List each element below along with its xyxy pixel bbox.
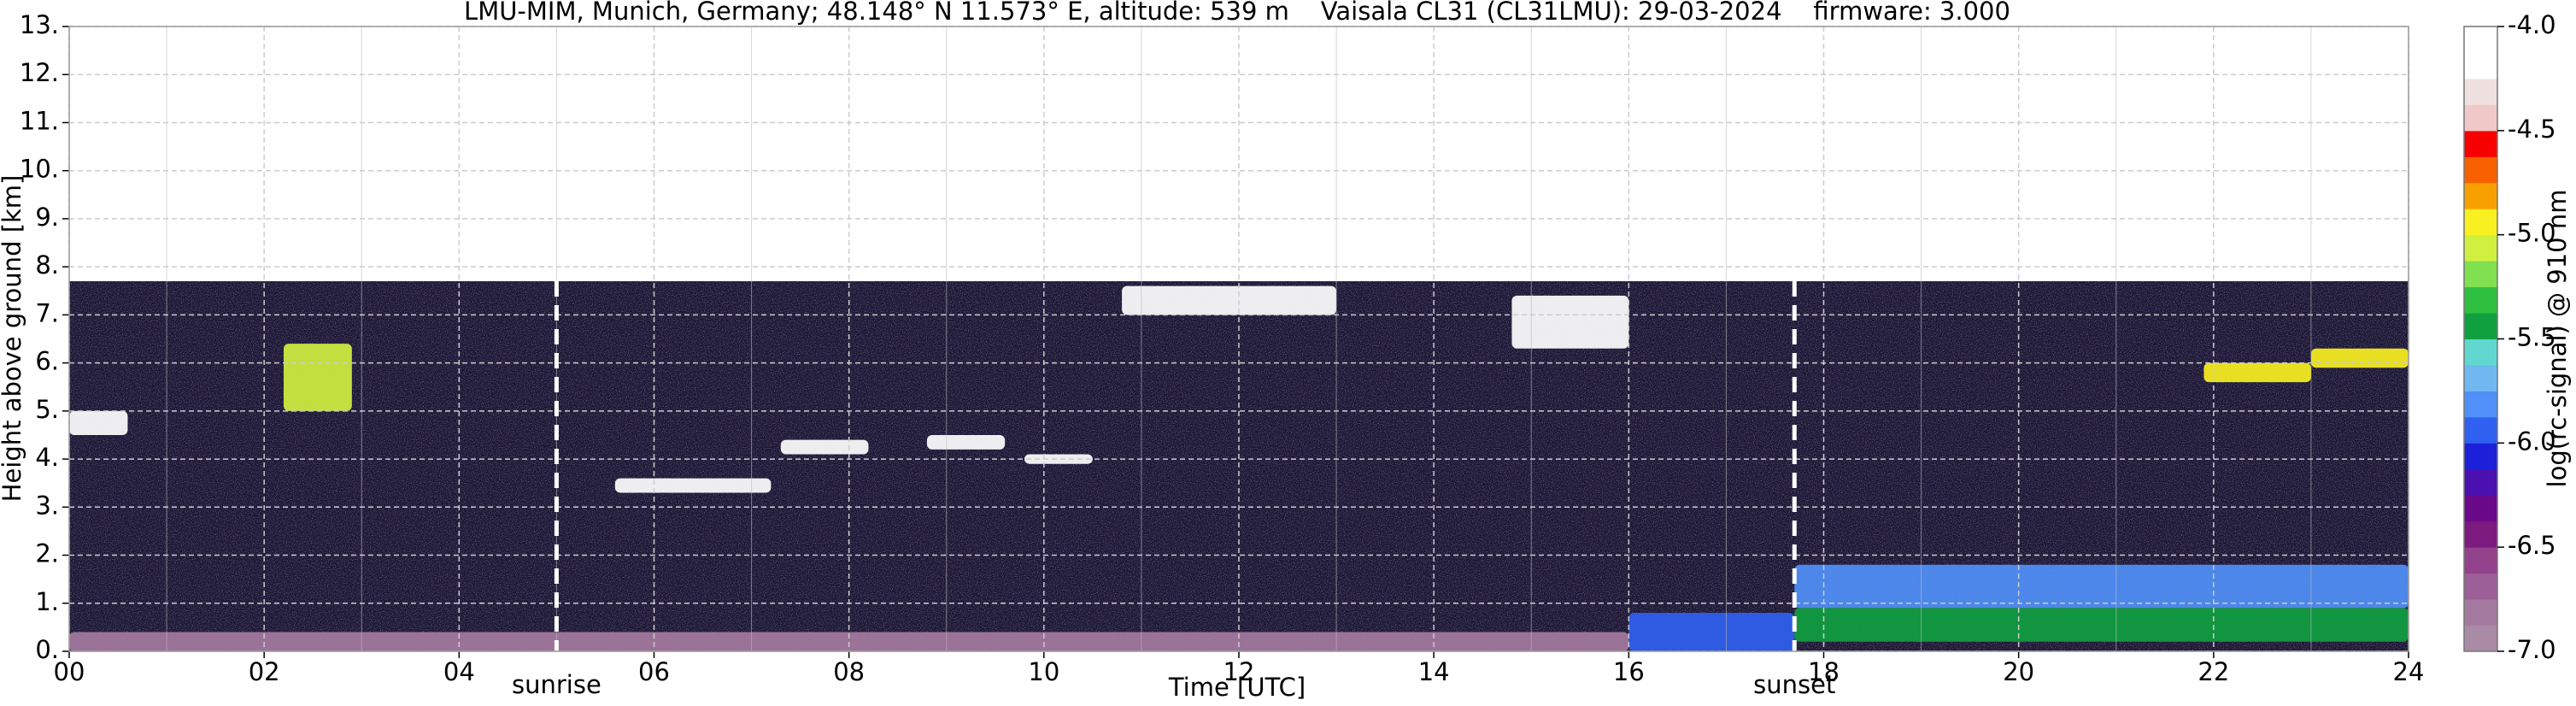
colorbar-swatch <box>2464 261 2497 288</box>
colorbar-swatch <box>2464 391 2497 418</box>
y-tick-label: 3. <box>35 491 59 520</box>
colorbar-swatch <box>2464 495 2497 522</box>
y-tick-label: 7. <box>35 298 59 327</box>
y-tick-label: 11. <box>20 106 59 135</box>
colorbar-swatch <box>2464 182 2497 209</box>
event-label: sunrise <box>512 670 601 699</box>
x-tick-label: 24 <box>2393 657 2425 686</box>
y-tick-label: 6. <box>35 347 59 376</box>
x-tick-label: 02 <box>249 657 280 686</box>
colorbar-swatch <box>2464 209 2497 236</box>
event-label: sunset <box>1753 670 1835 699</box>
signal-layer <box>1024 454 1093 464</box>
signal-layer <box>283 344 352 411</box>
x-tick-label: 16 <box>1613 657 1645 686</box>
colorbar-swatch <box>2464 156 2497 184</box>
y-tick-label: 9. <box>35 203 59 232</box>
colorbar-swatch <box>2464 234 2497 262</box>
y-tick-label: 2. <box>35 539 59 568</box>
colorbar-swatch <box>2464 313 2497 339</box>
colorbar-swatch <box>2464 26 2497 53</box>
colorbar-swatch <box>2464 104 2497 132</box>
x-axis-label: Time [UTC] <box>1168 673 1306 702</box>
colorbar-swatch <box>2464 599 2497 627</box>
x-tick-label: 18 <box>1808 657 1840 686</box>
signal-layer <box>2310 348 2409 368</box>
x-tick-label: 14 <box>1418 657 1450 686</box>
colorbar-swatch <box>2464 468 2497 496</box>
colorbar-tick-label: -5.5 <box>2508 323 2556 352</box>
plot-frame <box>68 26 2409 652</box>
signal-layer <box>2203 362 2311 383</box>
colorbar-tick-label: -7.0 <box>2508 635 2556 664</box>
colorbar-swatch <box>2464 78 2497 105</box>
x-tick-label: 10 <box>1028 657 1059 686</box>
colorbar-swatch <box>2464 338 2497 366</box>
signal-layer <box>926 434 1006 450</box>
x-tick-label: 04 <box>443 657 475 686</box>
y-tick-label: 1. <box>35 587 59 616</box>
y-tick-label: 5. <box>35 395 59 424</box>
x-tick-label: 20 <box>2003 657 2034 686</box>
signal-layer <box>1794 564 2409 609</box>
colorbar-swatch <box>2464 130 2497 157</box>
x-tick-label: 00 <box>54 657 85 686</box>
colorbar-swatch <box>2464 416 2497 444</box>
colorbar-swatch <box>2464 286 2497 314</box>
y-tick-label: 4. <box>35 443 59 472</box>
colorbar-tick-label: -5.0 <box>2508 219 2556 248</box>
signal-layer <box>69 410 128 435</box>
colorbar-tick-label: -6.5 <box>2508 531 2556 560</box>
y-tick-label: 0. <box>35 635 59 664</box>
colorbar-swatch <box>2464 573 2497 600</box>
signal-layer <box>780 439 869 455</box>
signal-layer <box>1794 608 2409 642</box>
y-tick-label: 13. <box>20 10 59 39</box>
colorbar-swatch <box>2464 625 2497 652</box>
y-tick-label: 10. <box>20 155 59 184</box>
y-tick-label: 12. <box>20 58 59 87</box>
x-tick-label: 12 <box>1223 657 1255 686</box>
colorbar-label: log(rc-signal) @ 910 nm <box>2543 190 2572 488</box>
colorbar-tick-label: -4.5 <box>2508 115 2556 144</box>
signal-layer <box>1628 613 1795 651</box>
colorbar-swatch <box>2464 52 2497 79</box>
signal-layer <box>1511 295 1629 349</box>
colorbar-swatch <box>2464 364 2497 391</box>
signal-layer <box>614 478 772 493</box>
colorbar-swatch <box>2464 547 2497 574</box>
x-tick-label: 06 <box>638 657 670 686</box>
x-tick-label: 08 <box>833 657 865 686</box>
colorbar-tick-label: -6.0 <box>2508 427 2556 456</box>
signal-layer <box>1122 285 1337 315</box>
colorbar-swatch <box>2464 521 2497 548</box>
colorbar-swatch <box>2464 443 2497 470</box>
y-axis-label: Height above ground [km] <box>0 175 26 503</box>
x-tick-label: 22 <box>2198 657 2229 686</box>
chart-title: LMU-MIM, Munich, Germany; 48.148° N 11.5… <box>464 0 2010 26</box>
colorbar-tick-label: -4.0 <box>2508 10 2556 39</box>
y-tick-label: 8. <box>35 250 59 279</box>
